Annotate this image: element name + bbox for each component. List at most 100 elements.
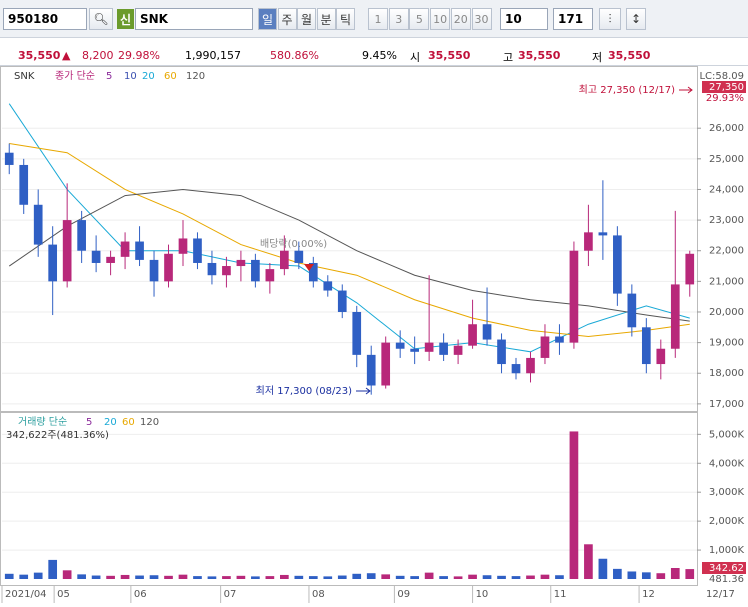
candle-body <box>91 250 101 263</box>
interval-button[interactable]: 1 <box>368 8 388 30</box>
volume-subtitle: 342,622주(481.36%) <box>6 430 109 441</box>
volume-bar <box>410 576 419 579</box>
y-tick-label: 25,000 <box>709 154 744 165</box>
candle-body <box>685 253 695 285</box>
volume-bar <box>424 572 434 579</box>
legend-item: 5 <box>106 71 112 82</box>
volume-bar <box>366 573 376 579</box>
candle-body <box>294 250 304 263</box>
legend-name: SNK <box>14 71 35 82</box>
change-rate: 29.98% <box>118 49 160 62</box>
interval-button[interactable]: 20 <box>450 8 471 30</box>
candle-body <box>381 342 391 386</box>
volume-bar <box>48 559 58 579</box>
candle-body <box>178 238 188 254</box>
candle-body <box>424 342 434 352</box>
period-button[interactable]: 일 <box>258 8 277 30</box>
candle-body <box>410 348 419 352</box>
candle-body <box>352 311 362 355</box>
legend-title: 종가 단순 <box>55 70 95 82</box>
last-box <box>702 81 746 93</box>
candle-body <box>19 164 29 205</box>
chart-type-button[interactable]: ⫶ <box>599 8 621 30</box>
y-tick-label: 26,000 <box>709 123 744 134</box>
bars-input[interactable]: 171 <box>553 8 593 30</box>
low-arrow <box>356 387 371 395</box>
volume-last-box <box>702 562 746 574</box>
volume-bar <box>584 544 593 579</box>
price: 35,550 <box>18 49 61 62</box>
volume-bar <box>308 576 318 579</box>
legend-item: 120 <box>186 71 205 82</box>
interval-button[interactable]: 10 <box>430 8 451 30</box>
volume-bar <box>352 573 362 579</box>
candle-body <box>598 232 608 236</box>
candle-body <box>540 336 550 358</box>
volume-bar <box>569 431 579 579</box>
high-arrow <box>679 86 693 94</box>
volume-bar <box>497 575 506 579</box>
volume-bar <box>670 568 680 579</box>
candle-body <box>555 336 564 343</box>
candle-body <box>656 348 666 365</box>
y-tick-label: 20,000 <box>709 307 744 318</box>
period-button[interactable]: 주 <box>277 8 297 30</box>
volume-bar <box>236 575 246 579</box>
volume-bar <box>77 574 86 579</box>
change: 8,200 <box>82 49 114 62</box>
volume-bar <box>265 576 275 579</box>
candle-body <box>4 152 14 165</box>
candle-body <box>135 241 144 260</box>
volume-bar <box>62 570 72 579</box>
candle-body <box>265 269 275 282</box>
chart: 17,000 18,000 19,000 20,000 21,000 22,000 23,0… <box>0 66 746 603</box>
badge: 신 <box>117 9 134 29</box>
y-tick-label: 17,000 <box>709 399 744 410</box>
volume-bar <box>91 575 101 579</box>
volume-bar <box>19 574 29 579</box>
interval-button[interactable]: 30 <box>471 8 492 30</box>
y-tick-label: 23,000 <box>709 215 744 226</box>
x-tick-label: 12 <box>642 589 655 600</box>
x-last-label: 12/17 <box>706 589 735 600</box>
candle-body <box>149 259 159 282</box>
y-tick-label: 19,000 <box>709 338 744 349</box>
candle-body <box>308 262 318 282</box>
search-button[interactable]: 🔍︎ <box>89 8 113 30</box>
volume-bar <box>656 573 666 579</box>
volume-bar <box>381 574 391 579</box>
y-tick-label: 24,000 <box>709 184 744 195</box>
volume-bar <box>468 574 477 579</box>
volume-bar <box>540 574 550 579</box>
volume-bar <box>149 575 159 579</box>
period-button[interactable]: 월 <box>297 8 316 30</box>
interval-button[interactable]: 3 <box>388 8 409 30</box>
last-label: 27,350 <box>709 82 744 93</box>
high-annotation: 최고 27,350 (12/17) <box>579 84 675 96</box>
candle-body <box>439 342 448 355</box>
name-input[interactable]: SNK <box>135 8 253 30</box>
candle-body <box>323 281 333 291</box>
candle-body <box>497 339 506 365</box>
y-tick-label: 5,000K <box>709 429 745 440</box>
candle-body <box>106 256 115 263</box>
period-button[interactable]: 분 <box>316 8 336 30</box>
moving-average <box>8 103 690 353</box>
x-tick-label: 10 <box>476 589 489 600</box>
candle-body <box>526 357 535 374</box>
scale-button[interactable]: ↕ <box>626 8 646 30</box>
period-button[interactable]: 틱 <box>336 8 355 30</box>
candle-body <box>62 220 72 282</box>
code-input[interactable]: 950180 <box>3 8 87 30</box>
volume-bar <box>106 575 115 579</box>
volume-rate-label: 481.36 <box>709 574 744 585</box>
high: 35,550 <box>518 49 561 62</box>
candle-body <box>77 220 86 251</box>
count-select[interactable]: 10 <box>500 8 548 30</box>
interval-button[interactable]: 5 <box>409 8 430 30</box>
legend-item: 20 <box>104 417 117 428</box>
legend-title: 거래량 단순 <box>18 416 67 428</box>
candle-body <box>48 244 58 282</box>
candle-body <box>613 235 622 294</box>
